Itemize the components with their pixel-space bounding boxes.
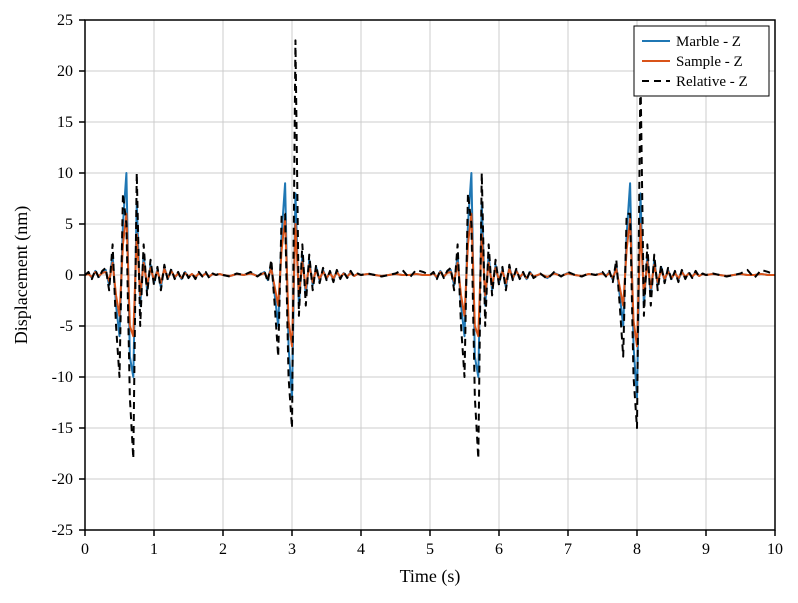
chart-svg: 0 1 2 3 4 5 6 7 8 9 10 -25 -20 -15 -10 -5 0 5 10 15 20 25 Time… bbox=[0, 0, 798, 603]
y-axis-label: Displacement (nm) bbox=[11, 206, 32, 344]
ytick-label: 20 bbox=[57, 63, 73, 80]
ytick-label: 0 bbox=[65, 267, 73, 284]
ytick-label: -5 bbox=[60, 318, 73, 335]
xtick-label: 2 bbox=[219, 541, 227, 558]
x-axis-label: Time (s) bbox=[400, 566, 461, 587]
xtick-label: 5 bbox=[426, 541, 434, 558]
legend: Marble - Z Sample - Z Relative - Z bbox=[634, 26, 769, 96]
legend-label: Relative - Z bbox=[676, 74, 748, 90]
legend-label: Marble - Z bbox=[676, 34, 741, 50]
xtick-label: 8 bbox=[633, 541, 641, 558]
ytick-label: -10 bbox=[52, 369, 73, 386]
xtick-label: 3 bbox=[288, 541, 296, 558]
ytick-label: -25 bbox=[52, 522, 73, 539]
legend-label: Sample - Z bbox=[676, 54, 743, 70]
ytick-label: -15 bbox=[52, 420, 73, 437]
ytick-label: -20 bbox=[52, 471, 73, 488]
ytick-label: 10 bbox=[57, 165, 73, 182]
ytick-label: 15 bbox=[57, 114, 73, 131]
xtick-label: 9 bbox=[702, 541, 710, 558]
xtick-label: 1 bbox=[150, 541, 158, 558]
ytick-label: 25 bbox=[57, 12, 73, 29]
ytick-label: 5 bbox=[65, 216, 73, 233]
xtick-label: 6 bbox=[495, 541, 503, 558]
xtick-label: 7 bbox=[564, 541, 572, 558]
xtick-label: 4 bbox=[357, 541, 365, 558]
chart-container: 0 1 2 3 4 5 6 7 8 9 10 -25 -20 -15 -10 -5 0 5 10 15 20 25 Time… bbox=[0, 0, 798, 603]
xtick-label: 10 bbox=[767, 541, 783, 558]
xtick-label: 0 bbox=[81, 541, 89, 558]
